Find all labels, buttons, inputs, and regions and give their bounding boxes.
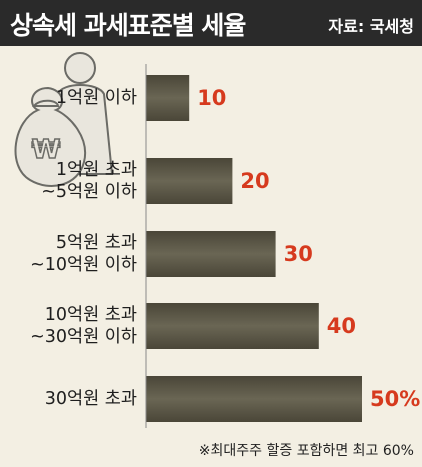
- header: 상속세 과세표준별 세율 자료: 국세청: [0, 0, 422, 46]
- svg-text:₩: ₩: [32, 135, 61, 165]
- value-label-3: 40: [326, 314, 357, 338]
- category-label-1: 1억원 초과 ~5억원 이하: [0, 159, 137, 203]
- chart-canvas: [145, 64, 362, 428]
- bar-chart: ₩ 1억원 이하 10 1억원 초과 ~5억원 이하 20 5억원 초과 ~10억원 이하 3…: [0, 46, 422, 467]
- category-label-line: 1억원 초과: [55, 160, 137, 180]
- category-label-0: 1억원 이하: [0, 87, 137, 109]
- bar-3: [146, 303, 319, 349]
- bar-1: [146, 158, 233, 204]
- bar-4: [146, 376, 362, 422]
- value-label-4: 50%: [370, 387, 421, 411]
- category-label-2: 5억원 초과 ~10억원 이하: [0, 232, 137, 276]
- value-label-2: 30: [283, 242, 313, 266]
- category-label-line: 1억원 이하: [55, 88, 137, 108]
- footnote: ※최대주주 할증 포함하면 최고 60%: [198, 443, 414, 459]
- source-label: 자료: 국세청: [328, 17, 414, 36]
- category-label-line: ~5억원 이하: [41, 182, 137, 202]
- money-bag-person-icon: ₩: [14, 52, 114, 187]
- category-label-line: 10억원 초과: [44, 305, 137, 325]
- bar-0: [146, 75, 190, 121]
- category-label-4: 30억원 초과: [0, 388, 137, 410]
- value-label-1: 20: [240, 169, 270, 193]
- bar-2: [146, 231, 276, 277]
- category-label-3: 10억원 초과 ~30억원 이하: [0, 304, 137, 348]
- category-label-line: ~30억원 이하: [30, 327, 137, 347]
- category-label-line: 5억원 초과: [55, 233, 137, 253]
- category-label-line: ~10억원 이하: [30, 255, 137, 275]
- category-label-line: 30억원 초과: [44, 389, 137, 409]
- value-label-0: 10: [197, 86, 227, 110]
- chart-title: 상속세 과세표준별 세율: [10, 11, 246, 40]
